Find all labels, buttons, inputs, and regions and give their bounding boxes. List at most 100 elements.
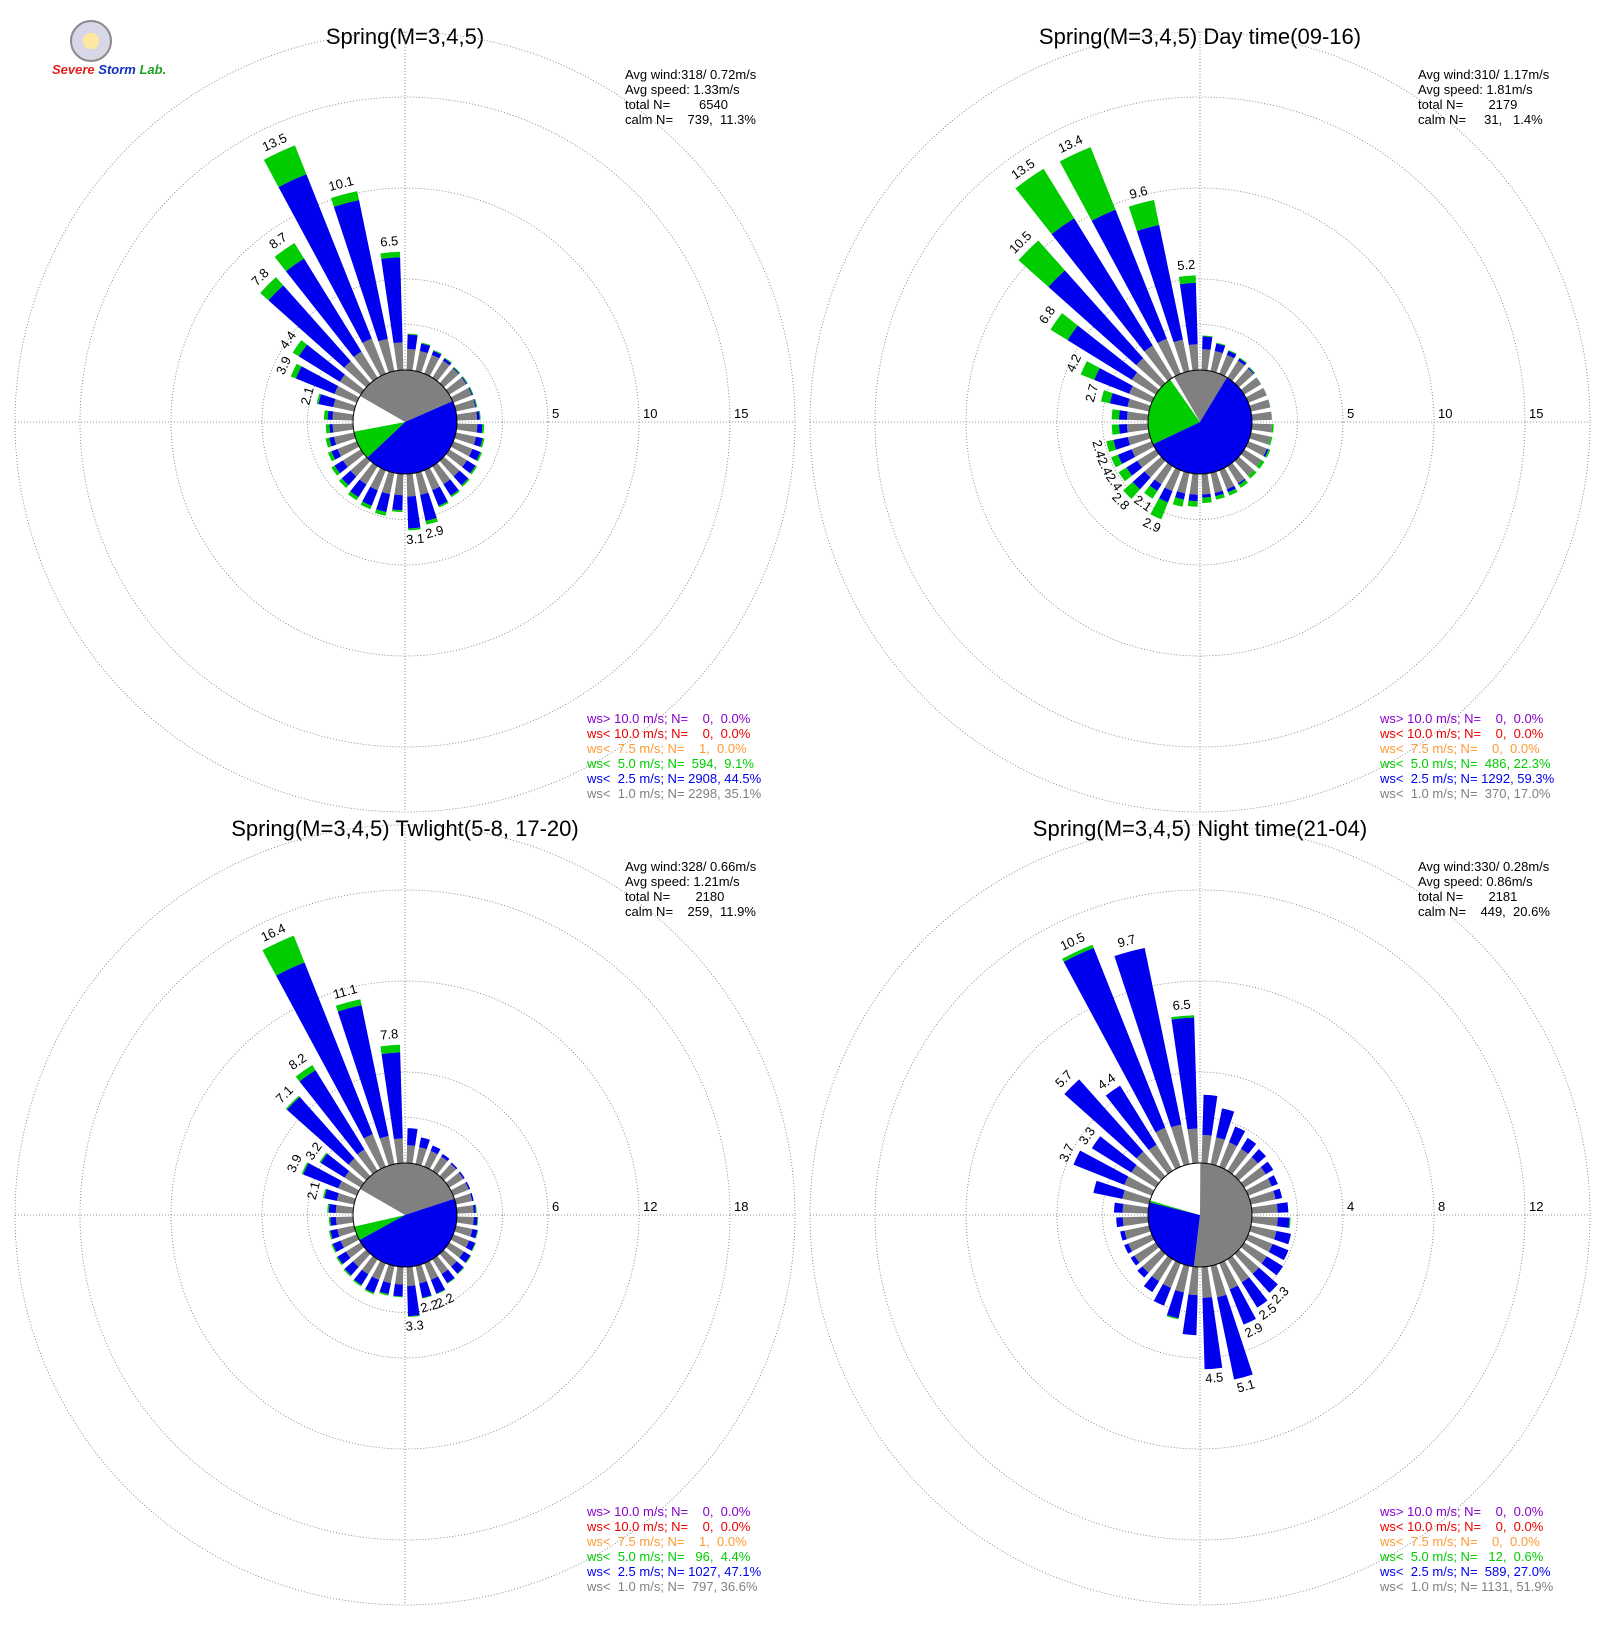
bar-segment-calm: [1126, 423, 1149, 433]
bar-segment-calm: [1219, 467, 1235, 490]
bar-value-label: 9.6: [1128, 183, 1149, 202]
bar-value-label: 3.9: [273, 354, 294, 377]
pie-slice-calm: [352, 396, 405, 432]
pie-slice-calm: [353, 1189, 405, 1227]
bar-segment-green: [1123, 482, 1140, 499]
bar-segment-calm: [1136, 358, 1166, 388]
bar-segment-blue: [407, 1128, 418, 1146]
bar-segment-calm: [337, 1225, 356, 1237]
legend-entry: ws< 2.5 m/s; N= 1027, 47.1%: [586, 1564, 762, 1579]
bar-segment-calm: [1219, 354, 1235, 377]
bar-segment-calm: [1144, 456, 1166, 478]
bar-segment-green: [1128, 199, 1160, 231]
bar-segment-green: [1111, 454, 1123, 468]
bar-segment-calm: [334, 386, 360, 403]
bar-segment-green: [407, 333, 418, 336]
bar-segment-blue: [1237, 358, 1247, 366]
bar-segment-calm: [406, 1266, 416, 1287]
bar-value-label: 5.1: [1235, 1376, 1256, 1395]
bar-segment-blue: [1143, 1276, 1160, 1293]
bar-segment-green: [480, 438, 485, 448]
bar-segment-green: [323, 410, 329, 420]
bar-segment-blue: [473, 436, 483, 447]
legend-entry: ws> 10.0 m/s; N= 0, 0.0%: [1379, 1504, 1544, 1519]
bar-segment-green: [391, 509, 403, 513]
bar-segment-blue: [1091, 209, 1167, 344]
bar-segment-blue: [470, 1228, 478, 1239]
grid-ring: [1102, 1117, 1298, 1313]
bar-segment-green: [325, 437, 332, 448]
bar-segment-blue: [465, 1181, 471, 1190]
bar-segment-calm: [1201, 349, 1211, 371]
bar-segment-calm: [1188, 344, 1199, 371]
bar-value-label: 2.4: [1089, 438, 1108, 459]
outer-ring: [809, 824, 1591, 1606]
stats-line: total N= 2180: [625, 889, 724, 904]
bar-segment-blue: [473, 1204, 476, 1213]
ring-tick-label: 6: [552, 1199, 559, 1214]
bar-segment-blue: [341, 470, 357, 486]
bar-segment-blue: [1064, 1079, 1144, 1159]
bar-segment-green: [379, 1291, 389, 1296]
bar-segment-blue: [1217, 1294, 1253, 1380]
bar-segment-blue: [407, 334, 418, 350]
bar-segment-green: [1018, 240, 1065, 287]
bar-segment-green: [1178, 275, 1196, 285]
grid-ring: [170, 187, 640, 657]
bar-segment-calm: [1201, 473, 1211, 495]
bar-value-label: 2.9: [1242, 1319, 1265, 1340]
bar-segment-green: [481, 424, 485, 434]
bar-segment-green: [1248, 366, 1256, 374]
bar-segment-calm: [445, 1242, 464, 1258]
grid-ring: [307, 1117, 503, 1313]
bar-segment-calm: [379, 1136, 395, 1166]
grid-ring: [170, 980, 640, 1450]
bar-segment-blue: [1241, 1277, 1268, 1308]
bar-segment-calm: [1249, 432, 1271, 445]
bar-segment-blue: [320, 1153, 350, 1178]
bar-segment-green: [1271, 411, 1272, 420]
bar-segment-blue: [420, 492, 437, 522]
bar-segment-calm: [1129, 385, 1155, 403]
bar-segment-calm: [415, 1264, 427, 1284]
bar-segment-green: [1106, 439, 1117, 453]
bar-segment-blue: [419, 1137, 430, 1150]
bar-segment-blue: [441, 1153, 450, 1162]
bar-value-label: 2.9: [1141, 514, 1164, 535]
bar-segment-green: [295, 1064, 316, 1082]
grid-ring: [965, 980, 1435, 1450]
bar-segment-blue: [276, 962, 373, 1139]
bar-segment-green: [453, 366, 461, 374]
bar-segment-blue: [1202, 336, 1213, 350]
bar-segment-blue: [334, 460, 348, 474]
bar-segment-calm: [1219, 1142, 1238, 1170]
stats-line: Avg speed: 0.86m/s: [1418, 874, 1533, 889]
lab-logo: Severe Storm Lab.: [52, 20, 166, 82]
bar-segment-calm: [370, 467, 386, 491]
ring-tick-label: 4: [1347, 1199, 1354, 1214]
ring-tick-label: 8: [1438, 1199, 1445, 1214]
bar-segment-calm: [1137, 449, 1160, 468]
grid-ring: [261, 278, 549, 566]
bar-segment-calm: [394, 473, 404, 496]
bar-segment-calm: [345, 1242, 365, 1259]
bar-segment-green: [374, 509, 387, 516]
bar-segment-blue: [1240, 1137, 1257, 1154]
pie-slice-green: [1149, 1200, 1200, 1215]
bar-segment-blue: [330, 1229, 340, 1239]
bar-segment-calm: [1142, 1249, 1166, 1273]
bar-segment-green: [422, 1295, 432, 1299]
bar-value-label: 7.8: [380, 1026, 399, 1043]
bar-segment-green: [316, 393, 322, 405]
logo-text-severe: Severe: [52, 62, 95, 77]
bar-segment-calm: [432, 1255, 449, 1275]
bar-segment-calm: [454, 1193, 473, 1205]
bar-segment-calm: [393, 1138, 404, 1164]
bar-segment-green: [1247, 469, 1257, 479]
pie-slice-green: [353, 422, 405, 458]
bar-segment-blue: [1276, 1202, 1289, 1213]
wind-rose-panel-4: Spring(M=3,4,5) Night time(21-04)4 8 126.5…: [809, 816, 1591, 1606]
lab-logo-text: Severe Storm Lab.: [52, 62, 166, 77]
bar-segment-calm: [432, 360, 450, 382]
bar-segment-green: [328, 1217, 332, 1227]
